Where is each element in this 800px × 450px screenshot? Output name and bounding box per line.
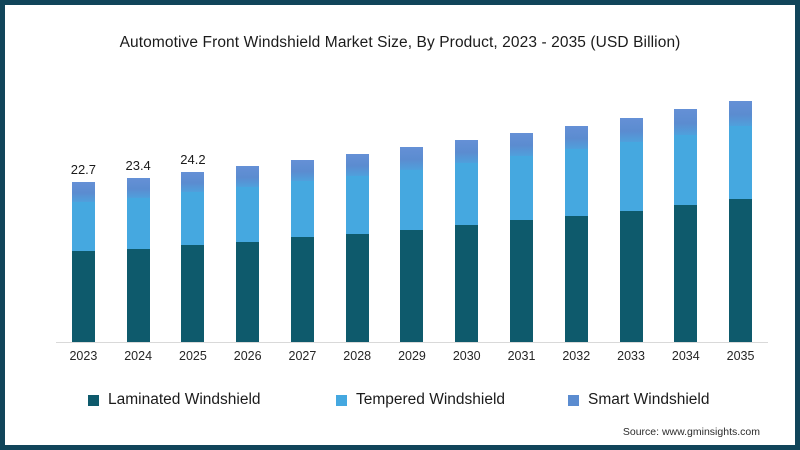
stacked-bar [236,166,260,342]
legend-item-smart: Smart Windshield [568,391,709,409]
legend-label: Laminated Windshield [108,391,261,408]
bar-segment-laminated [71,251,95,342]
x-axis-tick: 2035 [726,349,755,363]
bar-segment-tempered [510,156,533,221]
bar-segment-laminated [729,198,753,342]
x-axis-tick: 2027 [288,349,317,363]
bar-segment-smart [236,166,260,188]
legend-label: Tempered Windshield [356,391,506,408]
plot-area: 22.7 23.4 24.2 [56,89,768,343]
x-axis-tick: 2030 [452,349,481,363]
x-axis: 2023 2024 2025 2026 2027 2028 2029 2030 2031 2032… [56,349,768,363]
bar-segment-tempered [400,169,424,230]
bar-column [275,89,330,342]
bar-segment-laminated [619,210,643,342]
bar-column: 23.4 [111,89,166,342]
stacked-bar [729,100,753,342]
bar-column: 22.7 [56,89,111,342]
bar-column [549,89,604,342]
bar-total-label: 23.4 [125,157,151,173]
bar-segment-laminated [674,205,698,342]
bar-column [604,89,659,342]
bar-segment-tempered [345,175,369,234]
bar-column [713,89,768,342]
bar-segment-tempered [71,202,95,252]
bar-segment-tempered [290,181,314,238]
x-axis-tick: 2025 [179,349,207,363]
bar-segment-tempered [236,187,260,242]
legend-label: Smart Windshield [588,391,710,408]
bar-segment-laminated [564,215,588,342]
bar-column [330,89,385,342]
bar-segment-smart [126,177,150,198]
bar-segment-tempered [674,134,698,205]
bar-segment-smart [510,133,533,157]
legend-item-tempered: Tempered Windshield [336,391,505,409]
bar-segment-smart [290,160,314,182]
bar-segment-laminated [126,248,150,342]
bar-segment-tempered [455,162,479,226]
bar-segment-smart [674,109,698,135]
bar-segment-smart [455,140,479,163]
stacked-bar [181,171,205,342]
bar-segment-smart [619,117,643,143]
laminated-swatch-icon [88,394,99,406]
bar-column [494,89,549,342]
bar-segment-smart [729,100,753,127]
bar-segment-tempered [181,192,205,245]
stacked-bar [619,117,643,342]
bar-segment-tempered [126,197,150,249]
stacked-bar [126,177,150,342]
stacked-bar [345,153,369,342]
bar-total-label: 22.7 [70,162,97,178]
bar-column: 24.2 [166,89,221,342]
legend: Laminated Windshield Tempered Windshield… [5,391,795,411]
bar-segment-laminated [236,241,260,342]
bar-segment-smart [181,171,205,193]
bar-segment-smart [400,147,424,170]
stacked-bar [290,160,314,342]
source-note: Source: www.gminsights.com [622,426,760,438]
stacked-bar [564,125,588,342]
legend-item-laminated: Laminated Windshield [88,391,261,409]
stacked-bar [674,109,698,342]
stacked-bar [510,133,533,342]
bar-segment-smart [564,125,588,150]
stacked-bar [400,147,424,342]
stacked-bar [455,140,479,342]
bar-segment-tempered [729,126,753,199]
bar-segment-laminated [290,237,314,342]
x-axis-tick: 2031 [507,349,536,363]
x-axis-tick: 2023 [69,349,98,363]
bar-segment-tempered [619,142,643,211]
tempered-swatch-icon [336,394,347,406]
bar-segment-laminated [181,245,205,342]
bar-column [439,89,494,342]
bar-segment-laminated [455,225,479,342]
chart-title: Automotive Front Windshield Market Size,… [119,34,681,51]
bar-segment-smart [71,182,95,203]
x-axis-tick: 2024 [124,349,153,363]
bar-segment-smart [345,153,369,176]
bar-column [220,89,275,342]
bar-segment-laminated [345,233,369,342]
bar-segment-laminated [400,229,424,342]
bar-column [658,89,713,342]
smart-swatch-icon [568,394,579,406]
bar-total-label: 24.2 [180,151,206,167]
x-axis-tick: 2029 [398,349,426,363]
x-axis-tick: 2033 [617,349,645,363]
bar-segment-tempered [564,149,588,216]
x-axis-tick: 2034 [671,349,700,363]
x-axis-tick: 2026 [233,349,262,363]
bar-segment-laminated [510,220,533,342]
x-axis-tick: 2028 [343,349,372,363]
stacked-bar [71,182,95,342]
bar-column [385,89,440,342]
x-axis-tick: 2032 [562,349,591,363]
